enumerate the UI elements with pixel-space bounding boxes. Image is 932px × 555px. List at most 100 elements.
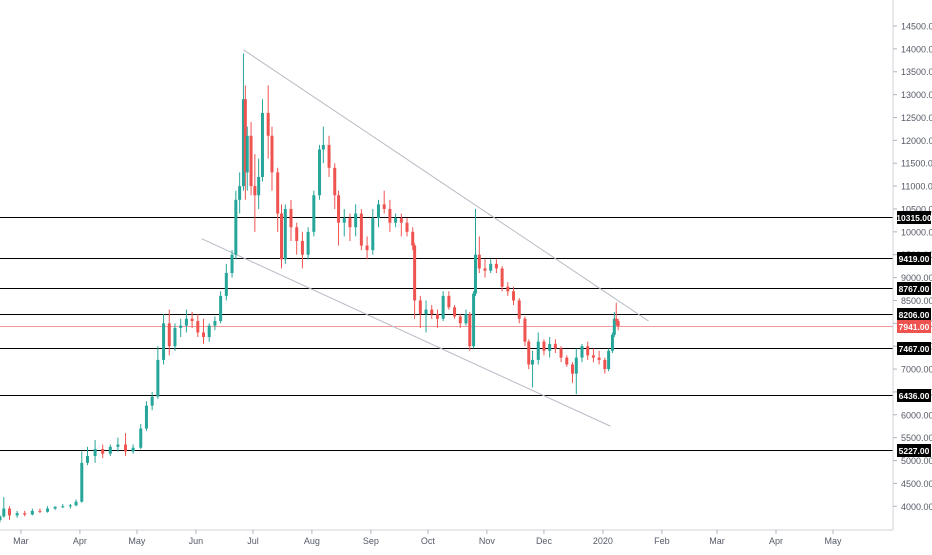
candle-body xyxy=(574,357,578,374)
candles-group xyxy=(0,53,620,523)
candle-body xyxy=(0,516,2,520)
y-tick-label: 4500.00 xyxy=(901,479,932,489)
candle-body xyxy=(399,218,403,223)
candle-body xyxy=(453,307,457,317)
candle-body xyxy=(348,218,352,228)
candle-body xyxy=(464,314,468,324)
candle-body xyxy=(413,245,417,301)
level-price-label: 5227.00 xyxy=(899,446,930,456)
y-tick-label: 10500.00 xyxy=(901,204,932,214)
trendline-upper xyxy=(243,49,649,322)
candle-body xyxy=(580,346,584,358)
candle-body xyxy=(365,245,369,251)
candle-body xyxy=(337,195,341,223)
candle-body xyxy=(500,268,504,287)
level-price-label: 7467.00 xyxy=(899,344,930,354)
y-tick-label: 14500.00 xyxy=(901,22,932,32)
horizontal-levels-group xyxy=(0,217,893,451)
y-tick-label: 6000.00 xyxy=(901,410,932,420)
candle-body xyxy=(23,513,27,515)
candle-body xyxy=(435,314,439,319)
candle-body xyxy=(85,455,89,463)
level-price-tag xyxy=(897,252,931,265)
candle-body xyxy=(184,318,188,326)
x-tick-label: Mar xyxy=(709,536,725,546)
candle-body xyxy=(241,99,245,187)
y-tick-label: 11000.00 xyxy=(901,182,932,192)
candle-body xyxy=(156,359,160,397)
x-tick-label: May xyxy=(128,536,146,546)
level-price-label: 10315.00 xyxy=(896,213,932,223)
candle-body xyxy=(612,318,616,335)
candle-body xyxy=(289,208,293,228)
candle-body xyxy=(108,446,112,454)
candle-body xyxy=(230,254,234,274)
candle-body xyxy=(300,240,304,255)
candle-body xyxy=(327,144,331,168)
candle-body xyxy=(610,334,614,351)
candle-body xyxy=(616,321,620,327)
y-tick-label: 5000.00 xyxy=(901,456,932,466)
candle-body xyxy=(2,508,6,517)
candle-body xyxy=(447,295,451,308)
x-tick-label: Sep xyxy=(363,536,379,546)
y-tick-label: 9000.00 xyxy=(901,273,932,283)
candle-body xyxy=(321,144,325,150)
candle-body xyxy=(517,300,521,319)
candle-body xyxy=(430,309,434,315)
candle-body xyxy=(139,428,143,448)
candle-body xyxy=(173,327,177,347)
candle-body xyxy=(179,325,183,328)
candle-body xyxy=(312,195,316,232)
x-tick-label: Apr xyxy=(73,536,87,546)
candle-body xyxy=(53,506,57,509)
candle-body xyxy=(61,506,65,508)
candle-body xyxy=(213,321,217,326)
candle-body xyxy=(424,309,428,315)
candle-body xyxy=(405,222,409,232)
candle-body xyxy=(354,213,358,228)
level-price-label: 8206.00 xyxy=(899,310,930,320)
level-price-tag xyxy=(897,211,931,224)
price-labels-group: 10315.00 9419.00 8767.00 8206.00 7467.00 6436… xyxy=(896,211,932,457)
candle-body xyxy=(333,167,337,196)
x-tick-label: 2020 xyxy=(593,536,613,546)
y-tick-label: 13500.00 xyxy=(901,67,932,77)
candle-body xyxy=(68,505,72,507)
candle-body xyxy=(270,135,274,173)
candle-body xyxy=(224,273,228,296)
x-tick-label: Mar xyxy=(13,536,29,546)
level-price-tag xyxy=(897,444,931,457)
candle-body xyxy=(8,508,12,516)
candle-body xyxy=(371,218,375,251)
candle-body xyxy=(523,318,527,342)
candle-body xyxy=(150,396,154,406)
candle-body xyxy=(30,510,34,515)
candle-body xyxy=(512,291,516,301)
candle-body xyxy=(101,449,105,454)
candle-body xyxy=(249,135,253,187)
y-tick-label: 5500.00 xyxy=(901,433,932,443)
candle-body xyxy=(565,357,569,365)
candle-body xyxy=(93,449,97,456)
candle-body xyxy=(388,208,392,223)
last-price-tag xyxy=(897,320,931,333)
level-price-tag xyxy=(897,342,931,355)
y-tick-label: 10000.00 xyxy=(901,227,932,237)
level-price-label: 9419.00 xyxy=(899,254,930,264)
candle-body xyxy=(243,99,247,173)
candle-body xyxy=(46,508,50,512)
level-price-tag xyxy=(897,389,931,402)
candle-body xyxy=(167,323,171,347)
candle-body xyxy=(196,321,200,333)
candle-body xyxy=(586,346,590,356)
x-tick-label: Oct xyxy=(421,536,436,546)
candle-body xyxy=(607,350,611,370)
candle-body xyxy=(219,295,223,322)
x-tick-label: Aug xyxy=(304,536,320,546)
y-tick-label: 12000.00 xyxy=(901,136,932,146)
y-tick-label: 14000.00 xyxy=(901,44,932,54)
level-price-label: 8767.00 xyxy=(899,284,930,294)
